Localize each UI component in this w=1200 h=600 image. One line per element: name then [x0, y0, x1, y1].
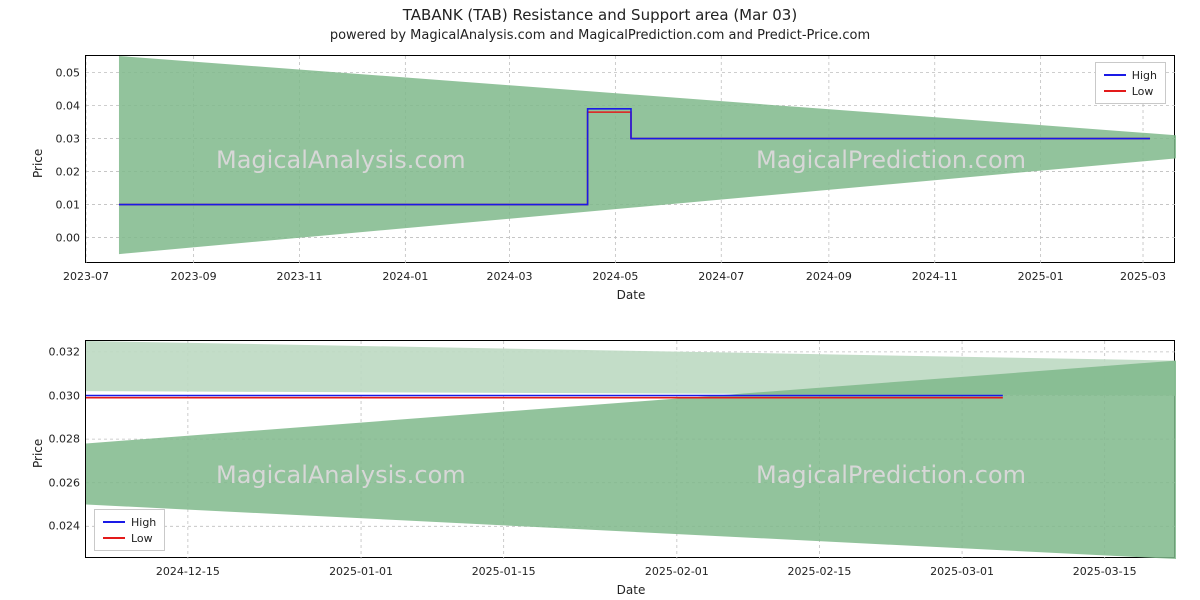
y-tick-label: 0.030	[49, 389, 87, 402]
chart-title: TABANK (TAB) Resistance and Support area…	[0, 6, 1200, 24]
legend-item: High	[1104, 67, 1157, 83]
x-tick-label: 2024-12-15	[156, 565, 220, 578]
y-tick-label: 0.028	[49, 433, 87, 446]
y-tick-label: 0.024	[49, 520, 87, 533]
legend-item: Low	[1104, 83, 1157, 99]
x-tick-label: 2025-03	[1120, 270, 1166, 283]
support-resistance-wedge	[119, 56, 1176, 254]
legend-label: Low	[131, 532, 153, 545]
x-tick-label: 2023-09	[171, 270, 217, 283]
x-tick-label: 2024-05	[592, 270, 638, 283]
plot-area	[86, 56, 1176, 264]
legend-label: High	[1132, 69, 1157, 82]
x-tick-label: 2023-11	[277, 270, 323, 283]
x-tick-label: 2024-11	[912, 270, 958, 283]
panel-top: MagicalAnalysis.comMagicalPrediction.com…	[85, 55, 1175, 263]
x-tick-label: 2024-07	[698, 270, 744, 283]
x-tick-label: 2025-03-15	[1073, 565, 1137, 578]
plot-area	[86, 341, 1176, 559]
y-tick-label: 0.026	[49, 476, 87, 489]
panel-bottom: MagicalAnalysis.comMagicalPrediction.com…	[85, 340, 1175, 558]
x-tick-label: 2023-07	[63, 270, 109, 283]
x-tick-label: 2025-01-01	[329, 565, 393, 578]
x-tick-label: 2024-09	[806, 270, 852, 283]
x-tick-label: 2025-02-15	[787, 565, 851, 578]
legend-swatch	[103, 537, 125, 539]
y-tick-label: 0.05	[56, 66, 87, 79]
x-tick-label: 2025-03-01	[930, 565, 994, 578]
y-tick-label: 0.032	[49, 345, 87, 358]
y-tick-label: 0.04	[56, 99, 87, 112]
legend-label: High	[131, 516, 156, 529]
y-tick-label: 0.00	[56, 231, 87, 244]
y-tick-label: 0.01	[56, 198, 87, 211]
chart-subtitle: powered by MagicalAnalysis.com and Magic…	[0, 28, 1200, 43]
legend-swatch	[103, 521, 125, 523]
y-tick-label: 0.02	[56, 165, 87, 178]
legend: High Low	[94, 509, 165, 551]
x-tick-label: 2025-01	[1018, 270, 1064, 283]
x-tick-label: 2025-01-15	[472, 565, 536, 578]
legend-item: Low	[103, 530, 156, 546]
y-axis-label: Price	[31, 439, 45, 468]
legend-item: High	[103, 514, 156, 530]
x-tick-label: 2024-03	[487, 270, 533, 283]
figure: TABANK (TAB) Resistance and Support area…	[0, 0, 1200, 600]
legend-swatch	[1104, 74, 1126, 76]
x-axis-label: Date	[86, 583, 1176, 597]
legend-label: Low	[1132, 85, 1154, 98]
legend-swatch	[1104, 90, 1126, 92]
x-axis-label: Date	[86, 288, 1176, 302]
y-tick-label: 0.03	[56, 132, 87, 145]
legend: High Low	[1095, 62, 1166, 104]
x-tick-label: 2025-02-01	[645, 565, 709, 578]
y-axis-label: Price	[31, 149, 45, 178]
x-tick-label: 2024-01	[382, 270, 428, 283]
